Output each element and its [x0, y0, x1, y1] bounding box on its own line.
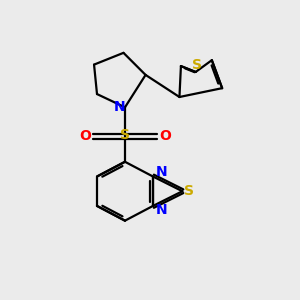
- Text: N: N: [156, 165, 168, 179]
- Text: O: O: [79, 129, 91, 143]
- Text: O: O: [159, 129, 171, 143]
- Text: S: S: [192, 58, 202, 73]
- Text: S: S: [184, 184, 194, 198]
- Text: N: N: [156, 203, 168, 218]
- Text: N: N: [114, 100, 125, 114]
- Text: S: S: [120, 128, 130, 142]
